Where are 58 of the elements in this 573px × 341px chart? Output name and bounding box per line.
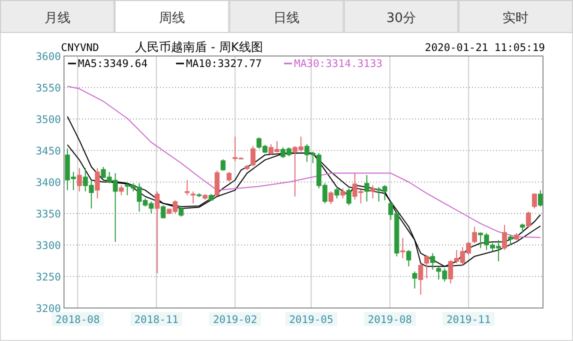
- legend-item: MA30:3314.3133: [284, 58, 383, 70]
- text: 2020-01-21 11:05:19: [424, 42, 545, 54]
- line-series: [66, 116, 541, 267]
- x-tick-label: 2019-11: [446, 314, 491, 326]
- candlestick: [250, 146, 256, 167]
- tab: 周线: [114, 0, 230, 33]
- candlestick: [406, 250, 412, 267]
- candlestick: [154, 190, 160, 274]
- x-tick-label: 2018-08: [56, 314, 100, 326]
- candlestick: [190, 190, 196, 204]
- legend-item: MA5:3349.64: [68, 58, 148, 70]
- chart-subtitle: CNYVND: [61, 42, 99, 54]
- candlestick: [226, 171, 232, 182]
- candlestick: [184, 180, 190, 196]
- candlestick: [508, 234, 513, 246]
- tab: 日线: [229, 0, 344, 33]
- candlestick: [520, 223, 525, 234]
- candlestick: [214, 170, 220, 196]
- y-tick-label: 3250: [36, 272, 61, 284]
- x-tick-label: 2019-02: [212, 314, 258, 326]
- candlestick: [334, 186, 340, 199]
- candlestick: [538, 190, 543, 208]
- candlestick: [328, 190, 334, 205]
- y-tick-label: 3550: [36, 82, 61, 94]
- candlestick: [502, 224, 507, 251]
- y-tick-label: 3450: [36, 146, 61, 158]
- candlestick: [412, 270, 418, 289]
- candlestick: [532, 192, 537, 209]
- candlestick: [118, 184, 124, 196]
- y-tick-label: 3350: [36, 208, 61, 220]
- x-tick-label: 2019-08: [368, 314, 412, 326]
- tab: 实时: [458, 0, 573, 33]
- legend-item: MA10:3327.77: [176, 58, 262, 70]
- candlestick: [424, 254, 430, 279]
- candlestick: [346, 188, 352, 206]
- candlestick: [94, 168, 100, 199]
- candlestick: [430, 252, 436, 270]
- candlestick: [400, 238, 406, 259]
- candlestick: [76, 168, 82, 192]
- y-tick-label: 3200: [36, 303, 61, 315]
- x-tick-label: 2019-05: [289, 314, 334, 326]
- candlestick: [178, 206, 184, 218]
- candlestick: [526, 211, 531, 228]
- candlestick: [418, 262, 424, 296]
- candlestick: [472, 226, 478, 244]
- x-tick-label: 2018-11: [134, 314, 179, 326]
- candlestick: [340, 188, 346, 199]
- tab: 30分: [344, 0, 458, 33]
- line-series: [66, 86, 541, 238]
- candlestick: [160, 204, 166, 220]
- candlestick: [370, 184, 376, 199]
- y-tick-label: 3500: [36, 114, 61, 126]
- chart-title: 人民币越南盾 - 周K线图: [135, 40, 263, 54]
- tab: 月线: [0, 0, 115, 33]
- y-tick-label: 3300: [36, 240, 61, 252]
- y-tick-label: 3400: [36, 177, 61, 189]
- y-tick-label: 3600: [36, 51, 61, 63]
- candlestick: [364, 174, 370, 202]
